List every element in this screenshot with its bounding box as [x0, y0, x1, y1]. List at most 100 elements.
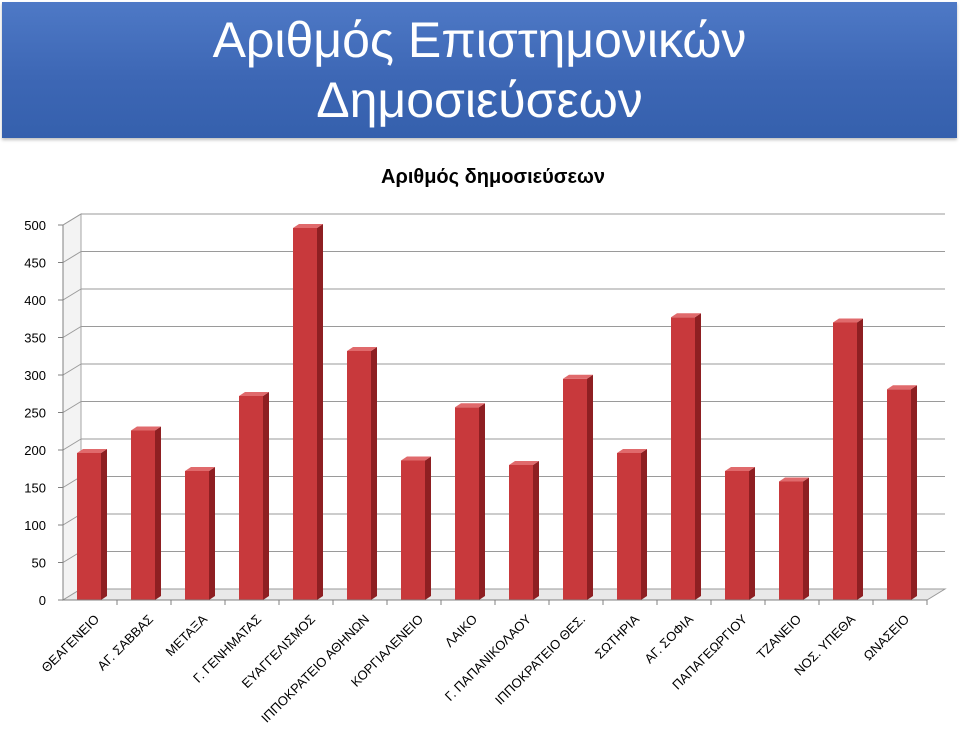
x-tick-label: ΘΕΑΓΕΝΕΙΟ	[38, 612, 102, 676]
x-tick-label: ΙΠΠΟΚΡΑΤΕΙΟ ΑΘΗΝΩΝ	[258, 612, 372, 726]
gridline-depth	[62, 401, 82, 413]
slide-title-line-2: Δημοσιεύσεων	[316, 72, 643, 128]
bar-side	[533, 461, 539, 600]
bar-top	[509, 461, 539, 465]
bar-side	[425, 456, 431, 600]
bar-side	[587, 374, 593, 600]
bar-side	[695, 313, 701, 600]
bar-top	[833, 318, 863, 323]
y-tick-label: 200	[24, 443, 46, 458]
bar-side	[155, 426, 161, 600]
y-tick-label: 100	[24, 518, 46, 533]
bar-top	[293, 224, 323, 228]
x-tick-label: ΣΩΤΗΡΙΑ	[592, 611, 642, 661]
bar-top	[131, 426, 161, 431]
y-tick-label: 350	[24, 331, 46, 346]
bar	[401, 456, 431, 600]
x-tick-label: ΩΝΑΣΕΙΟ	[860, 612, 912, 664]
bar	[239, 392, 269, 600]
bar-top	[77, 449, 107, 453]
bar-top	[185, 467, 215, 471]
bar-front	[77, 453, 101, 600]
bar-front	[239, 396, 263, 600]
bar-front	[671, 317, 695, 600]
bar-top	[779, 477, 809, 482]
y-tick-label: 0	[39, 593, 46, 608]
bar-front	[725, 471, 749, 600]
bar-side	[209, 467, 215, 600]
title-banner: Αριθμός Επιστημονικών Δημοσιεύσεων	[2, 2, 957, 138]
bar-front	[455, 407, 479, 600]
bar-front	[833, 322, 857, 600]
gridline-depth	[62, 438, 82, 451]
bar-top	[617, 449, 647, 453]
y-tick-label: 150	[24, 481, 46, 496]
x-tick-label: ΤΖΑΝΕΙΟ	[754, 612, 804, 662]
bar-side	[641, 449, 647, 600]
gridline-depth	[62, 363, 82, 376]
bar-chart: Αριθμός δημοσιεύσεων 0 50 100 150 200 250 300 3…	[24, 166, 947, 726]
x-tick-label: ΜΕΤΑΞΑ	[163, 611, 211, 659]
bar-top	[239, 392, 269, 396]
bar-side	[803, 477, 809, 600]
bar	[617, 449, 647, 600]
chart-title: Αριθμός δημοσιεύσεων	[381, 166, 605, 188]
y-tick-label: 50	[32, 556, 46, 571]
bar-top	[401, 456, 431, 461]
bar-top	[725, 467, 755, 471]
bar-front	[887, 389, 911, 600]
bar-side	[101, 449, 107, 600]
y-tick-label: 250	[24, 406, 46, 421]
gridline-depth	[62, 326, 82, 338]
bar-top	[455, 403, 485, 408]
bar	[455, 403, 485, 600]
bar-front	[617, 453, 641, 600]
bar-front	[347, 351, 371, 600]
bar	[671, 313, 701, 600]
bar-top	[671, 313, 701, 318]
bar	[293, 224, 323, 600]
bar-front	[509, 465, 533, 600]
bar-top	[887, 385, 917, 390]
y-tick-label: 400	[24, 293, 46, 308]
bar-side	[911, 385, 917, 600]
bar-front	[401, 460, 425, 600]
x-tick-label: ΑΓ. ΣΟΦΙΑ	[641, 611, 696, 666]
bar	[779, 477, 809, 600]
bar-top	[347, 347, 377, 351]
bar	[347, 347, 377, 600]
grid-layer	[61, 213, 947, 601]
y-tick-label: 450	[24, 256, 46, 271]
bar-side	[479, 403, 485, 600]
bar-side	[317, 224, 323, 600]
bar	[833, 318, 863, 600]
gridline-depth	[62, 288, 82, 301]
bar	[509, 461, 539, 600]
y-tick-label: 500	[24, 218, 46, 233]
x-tick-label: ΙΠΠΟΚΡΑΤΕΙΟ ΘΕΣ.	[492, 612, 588, 708]
y-tick-label: 300	[24, 368, 46, 383]
bar-top	[563, 374, 593, 379]
y-axis: 0 50 100 150 200 250 300 350 400 450 500	[24, 218, 64, 608]
bar-side	[749, 467, 755, 600]
bar	[185, 467, 215, 600]
gridline-depth	[62, 251, 82, 263]
bar-side	[371, 347, 377, 600]
bar-front	[563, 378, 587, 600]
slide-title-line-1: Αριθμός Επιστημονικών	[212, 12, 747, 68]
bar-front	[293, 228, 317, 600]
bar-front	[185, 471, 209, 600]
bar	[77, 449, 107, 600]
bar	[131, 426, 161, 600]
bar-front	[779, 481, 803, 600]
bar-side	[263, 392, 269, 600]
gridline-depth	[62, 213, 82, 226]
bar	[725, 467, 755, 600]
bar	[887, 385, 917, 600]
x-tick-label: ΛΑΙΚΟ	[442, 612, 480, 650]
bar-front	[131, 430, 155, 600]
bars	[77, 224, 917, 600]
bar-side	[857, 318, 863, 600]
x-tick-label: ΑΓ. ΣΑΒΒΑΣ	[94, 612, 156, 674]
